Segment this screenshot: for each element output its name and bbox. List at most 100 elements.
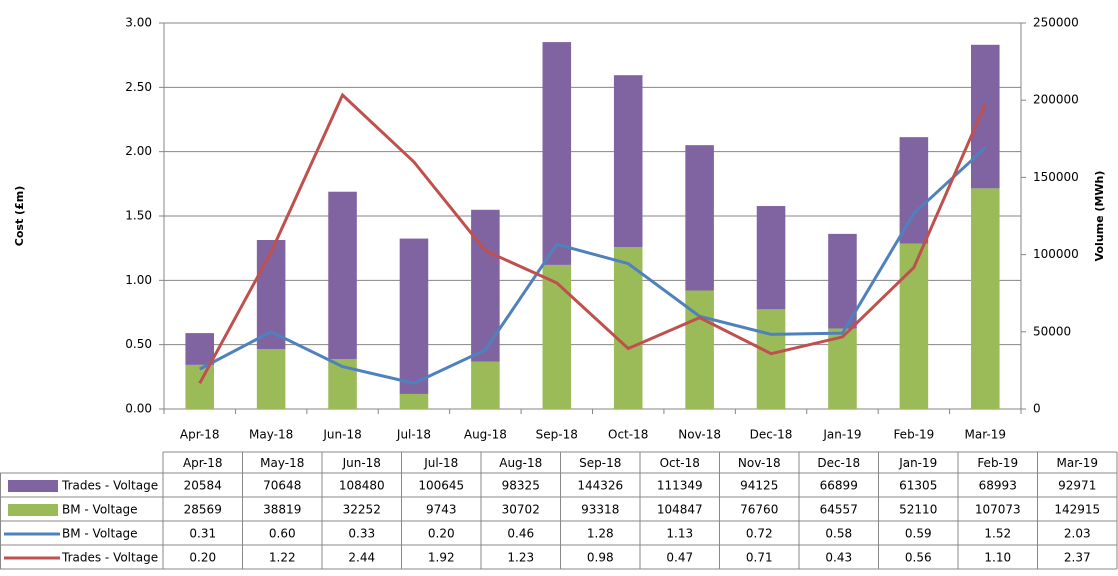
y-tick-label: 0.00 [125,402,152,416]
table-cell: 38819 [263,503,301,517]
bar [328,191,357,360]
bar [828,328,857,409]
table-cell: 1.92 [428,551,455,565]
table-header: Sep-18 [579,456,621,470]
table-cell: 2.03 [1064,527,1091,541]
y2-tick-label: 50000 [1033,324,1071,338]
table-cell: 0.43 [825,551,852,565]
table-cell: 1.23 [507,551,534,565]
table-cell: 0.60 [269,527,296,541]
table-header: Jun-18 [342,456,381,470]
table-cell: 0.56 [905,551,932,565]
x-tick-label: Jan-19 [822,428,861,442]
x-tick-label: Oct-18 [608,428,648,442]
table-cell: 0.31 [189,527,216,541]
bar [971,188,1000,409]
y-tick-label: 3.00 [125,16,152,30]
table-cell: 9743 [426,503,457,517]
table-header: May-18 [260,456,304,470]
table-cell: 0.59 [905,527,932,541]
table-cell: 1.28 [587,527,614,541]
table-cell: 92971 [1058,479,1096,493]
table-cell: 107073 [975,503,1021,517]
line [198,92,987,384]
table-cell: 104847 [657,503,703,517]
x-tick-label: Feb-19 [893,428,934,442]
y2-tick-label: 250000 [1033,16,1079,30]
y2-tick-label: 100000 [1033,247,1079,261]
table-cell: 1.13 [666,527,693,541]
bar [971,44,1000,189]
table-cell: 0.71 [746,551,773,565]
table-cell: 61305 [899,479,937,493]
table-cell: 0.47 [666,551,693,565]
table-cell: 1.52 [984,527,1011,541]
table-cell: 52110 [899,503,937,517]
bar [899,137,929,244]
y-tick-label: 2.50 [125,80,152,94]
table-header: Jul-18 [423,456,458,470]
x-tick-label: May-18 [249,428,293,442]
table-cell: 0.72 [746,527,773,541]
y2-tick-label: 0 [1033,402,1041,416]
table-cell: 68993 [979,479,1017,493]
y-tick-label: 2.00 [125,144,152,158]
bar [828,233,857,329]
bar [542,264,572,409]
legend-swatch [8,480,58,492]
bar [899,243,929,409]
table-cell: 93318 [581,503,619,517]
legend-swatch [8,504,58,516]
legend-label: BM - Voltage [62,527,138,541]
bar [613,247,643,409]
table-cell: 70648 [263,479,301,493]
table-header: Oct-18 [660,456,700,470]
y2-axis-title: Volume (MWh) [1093,171,1106,262]
bar [471,361,500,409]
table-cell: 0.20 [189,551,216,565]
table-cell: 111349 [657,479,703,493]
table-cell: 0.20 [428,527,455,541]
legend-label: Trades - Voltage [61,551,158,565]
bar [185,333,214,365]
bar [185,364,214,409]
table-cell: 98325 [502,479,540,493]
x-tick-label: Jun-18 [322,428,361,442]
bar [399,238,429,394]
x-tick-label: Mar-19 [965,428,1006,442]
table-cell: 0.58 [825,527,852,541]
table-header: Mar-19 [1057,456,1098,470]
table-cell: 2.37 [1064,551,1091,565]
y2-tick-label: 200000 [1033,93,1079,107]
table-cell: 1.10 [984,551,1011,565]
bar [685,145,714,291]
table-header: Apr-18 [183,456,223,470]
legend-label: Trades - Voltage [61,479,158,493]
bar [399,393,429,409]
bar [471,209,500,362]
y-axis-title: Cost (£m) [13,186,26,246]
table-cell: 142915 [1054,503,1100,517]
table-cell: 32252 [343,503,381,517]
table-cell: 20584 [184,479,222,493]
table-cell: 0.33 [348,527,375,541]
table-cell: 28569 [184,503,222,517]
table-cell: 144326 [577,479,623,493]
table-header: Nov-18 [738,456,781,470]
y-tick-label: 1.00 [125,273,152,287]
table-cell: 108480 [339,479,385,493]
x-tick-label: Dec-18 [750,428,793,442]
table-header: Jan-19 [898,456,937,470]
bar [756,309,786,409]
bar [256,349,286,409]
line [199,146,987,385]
y2-tick-label: 150000 [1033,170,1079,184]
y-tick-label: 1.50 [125,209,152,223]
legend-label: BM - Voltage [62,503,138,517]
table-cell: 30702 [502,503,540,517]
table-header: Aug-18 [499,456,542,470]
table-cell: 94125 [740,479,778,493]
table-cell: 2.44 [348,551,375,565]
x-tick-label: Aug-18 [464,428,507,442]
